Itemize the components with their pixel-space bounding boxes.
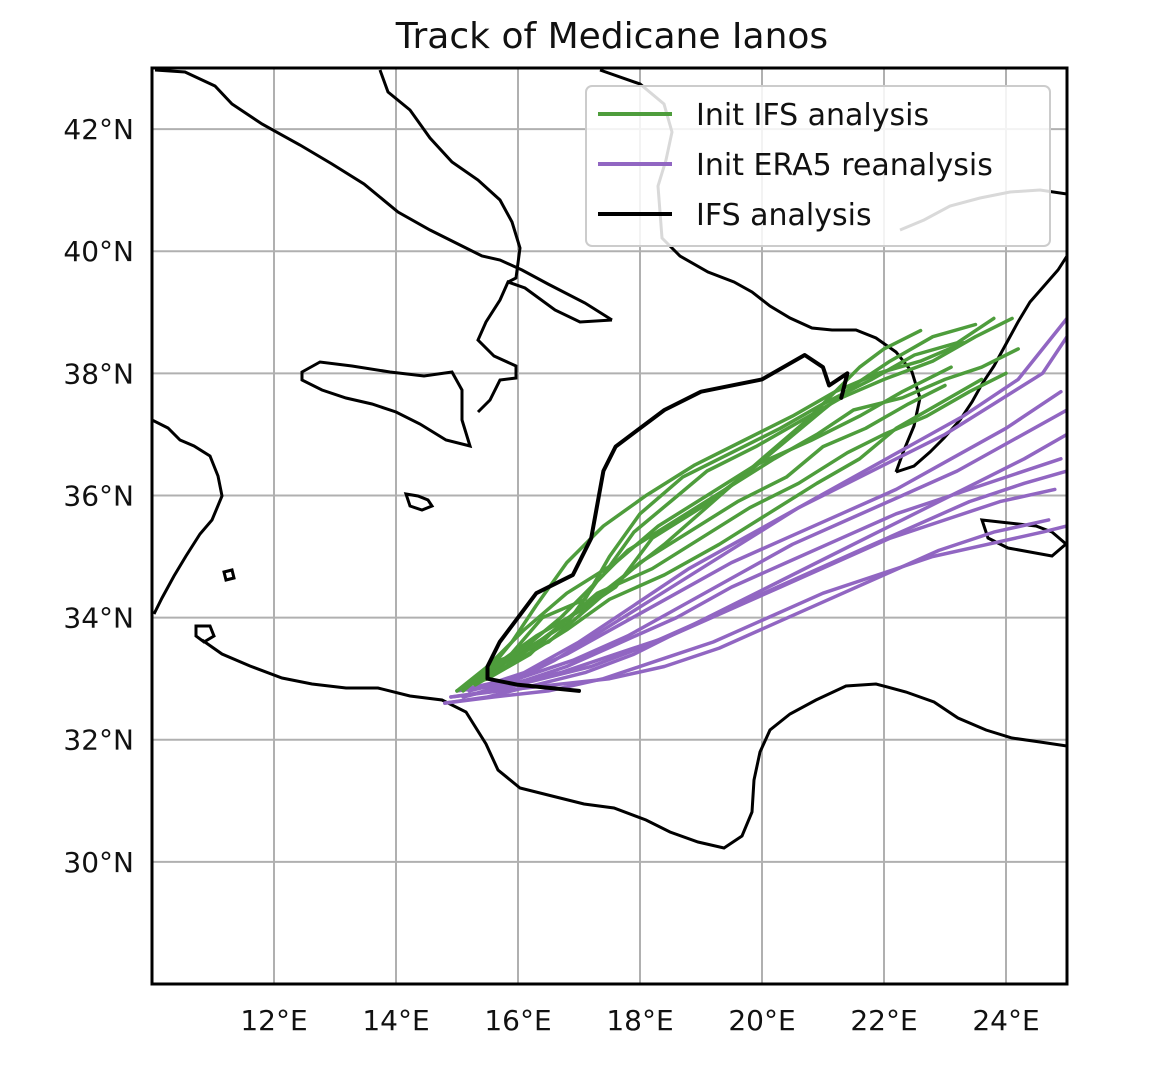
coastline-greece-aegean xyxy=(895,255,1067,474)
era5-track xyxy=(443,524,1067,705)
ifs-track xyxy=(485,316,1014,675)
chart-title: Track of Medicane Ianos xyxy=(395,16,828,57)
y-tick-label: 34°N xyxy=(63,602,134,635)
coastline-italy-adriatic xyxy=(154,68,613,322)
ifs-track xyxy=(473,316,996,687)
era5-track xyxy=(467,408,1067,693)
coastline-tunisia xyxy=(152,418,224,615)
ifs-track xyxy=(479,341,966,681)
plot-frame xyxy=(150,66,1069,986)
ifs-track xyxy=(473,377,984,687)
coastline-malta xyxy=(403,492,435,512)
coastline-italy-west xyxy=(378,69,522,284)
x-tick-label: 14°E xyxy=(362,1004,429,1037)
legend-box xyxy=(585,85,1051,247)
coastline-sicily xyxy=(300,360,473,449)
x-tick-label: 18°E xyxy=(606,1004,673,1037)
x-axis-ticks: 12°E 14°E 16°E 18°E 20°E 22°E 24°E xyxy=(240,1004,1039,1037)
coastline-italy-south xyxy=(476,280,613,414)
legend-label-init-ifs: Init IFS analysis xyxy=(696,98,929,133)
y-axis-ticks: 30°N 32°N 34°N 36°N 38°N 40°N 42°N xyxy=(63,113,134,879)
y-tick-label: 36°N xyxy=(63,479,134,512)
y-tick-label: 42°N xyxy=(63,113,134,146)
era5-track xyxy=(455,487,1057,693)
x-tick-label: 16°E xyxy=(484,1004,551,1037)
y-tick-label: 38°N xyxy=(63,357,134,390)
x-tick-label: 22°E xyxy=(850,1004,917,1037)
coastline-djerba xyxy=(194,624,216,644)
coastline-lampedusa xyxy=(222,568,236,582)
x-tick-label: 24°E xyxy=(972,1004,1039,1037)
ifs-analysis-track xyxy=(485,353,850,693)
ifs-track xyxy=(467,371,1008,687)
tracks-layer xyxy=(443,316,1067,705)
legend: Init IFS analysis Init ERA5 reanalysis I… xyxy=(585,85,1051,247)
y-tick-label: 30°N xyxy=(63,846,134,879)
x-tick-label: 12°E xyxy=(240,1004,307,1037)
coastline-libya xyxy=(201,638,1067,850)
ifs-track xyxy=(455,365,953,693)
era5-track xyxy=(467,316,1067,693)
legend-label-init-era5: Init ERA5 reanalysis xyxy=(696,148,993,183)
y-tick-label: 32°N xyxy=(63,724,134,757)
x-tick-label: 20°E xyxy=(728,1004,795,1037)
legend-label-ifs-analysis: IFS analysis xyxy=(696,198,872,233)
era5-track xyxy=(443,432,1067,705)
y-tick-label: 40°N xyxy=(63,235,134,268)
